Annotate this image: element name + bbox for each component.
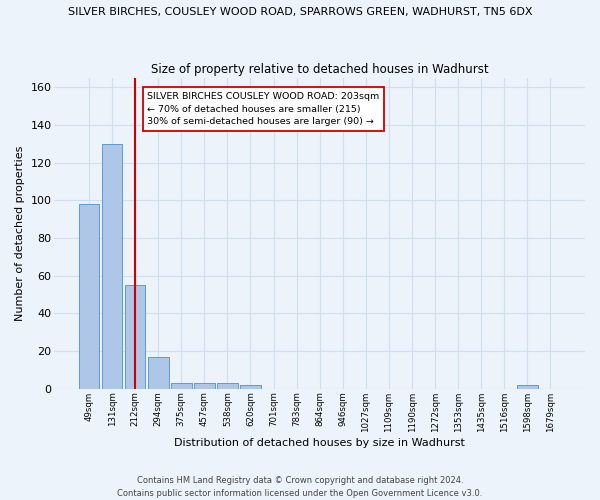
Text: SILVER BIRCHES, COUSLEY WOOD ROAD, SPARROWS GREEN, WADHURST, TN5 6DX: SILVER BIRCHES, COUSLEY WOOD ROAD, SPARR… <box>68 8 532 18</box>
Bar <box>148 357 169 389</box>
Bar <box>217 383 238 389</box>
X-axis label: Distribution of detached houses by size in Wadhurst: Distribution of detached houses by size … <box>174 438 465 448</box>
Text: Contains HM Land Registry data © Crown copyright and database right 2024.
Contai: Contains HM Land Registry data © Crown c… <box>118 476 482 498</box>
Bar <box>240 385 261 389</box>
Y-axis label: Number of detached properties: Number of detached properties <box>15 146 25 321</box>
Bar <box>517 385 538 389</box>
Bar <box>79 204 100 389</box>
Bar <box>171 383 191 389</box>
Bar <box>101 144 122 389</box>
Title: Size of property relative to detached houses in Wadhurst: Size of property relative to detached ho… <box>151 62 488 76</box>
Bar <box>125 285 145 389</box>
Text: SILVER BIRCHES COUSLEY WOOD ROAD: 203sqm
← 70% of detached houses are smaller (2: SILVER BIRCHES COUSLEY WOOD ROAD: 203sqm… <box>148 92 380 126</box>
Bar <box>194 383 215 389</box>
